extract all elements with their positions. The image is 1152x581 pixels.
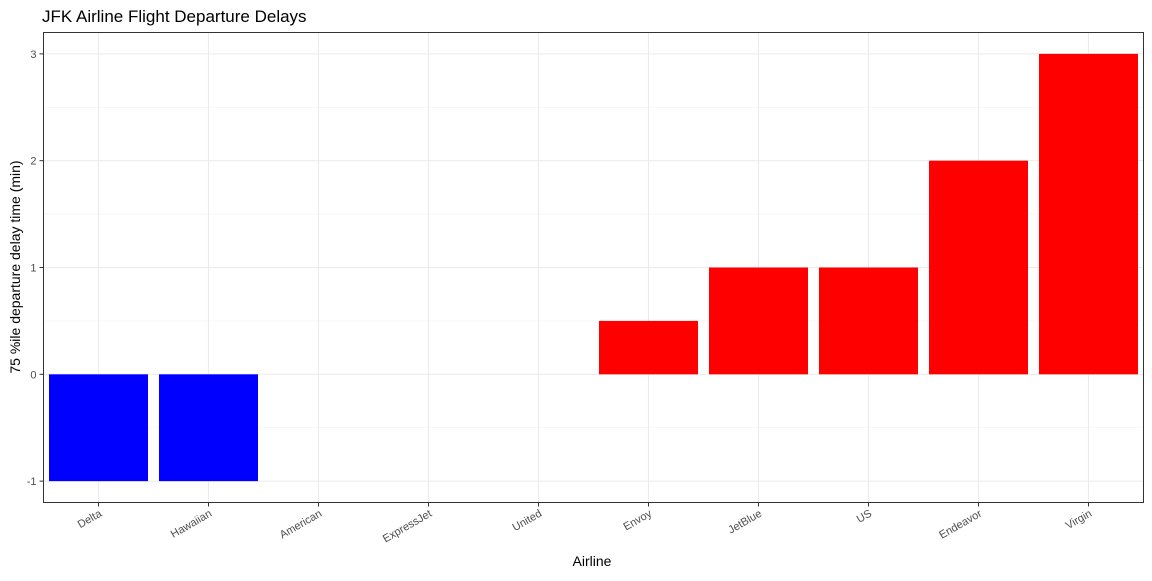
x-tick-label-envoy: Envoy	[622, 507, 655, 533]
bar-virgin	[1039, 53, 1138, 375]
x-tick-label-virgin: Virgin	[1064, 508, 1094, 532]
bars	[49, 53, 1138, 482]
y-tick-label: 2	[30, 156, 36, 168]
x-tick-label-delta: Delta	[76, 507, 105, 531]
x-tick-label-us: US	[855, 508, 874, 526]
y-tick-label: 0	[30, 369, 36, 381]
bar-endeavor	[929, 160, 1028, 375]
x-tick-label-endeavor: Endeavor	[937, 508, 984, 542]
x-tick-label-expressjet: ExpressJet	[381, 508, 434, 546]
bar-envoy	[599, 320, 698, 375]
bar-us	[819, 267, 918, 375]
x-tick-label-jetblue: JetBlue	[726, 508, 764, 537]
y-tick-label: 3	[30, 49, 36, 61]
bar-hawaiian	[159, 374, 258, 482]
x-tick-label-hawaiian: Hawaiian	[169, 508, 214, 541]
bar-delta	[49, 374, 148, 482]
y-tick-label: -1	[27, 476, 37, 488]
x-tick-label-united: United	[510, 508, 544, 534]
y-axis-title: 75 %ile departure delay time (min)	[7, 160, 23, 373]
chart-title: JFK Airline Flight Departure Delays	[42, 7, 307, 26]
x-axis: Delta Hawaiian American ExpressJet United Env…	[76, 502, 1094, 546]
x-tick-label-american: American	[278, 508, 324, 542]
bar-jetblue	[709, 267, 808, 375]
x-axis-title: Airline	[573, 553, 612, 569]
y-tick-label: 1	[30, 263, 36, 275]
y-axis: -1 0 1 2 3	[27, 49, 44, 488]
